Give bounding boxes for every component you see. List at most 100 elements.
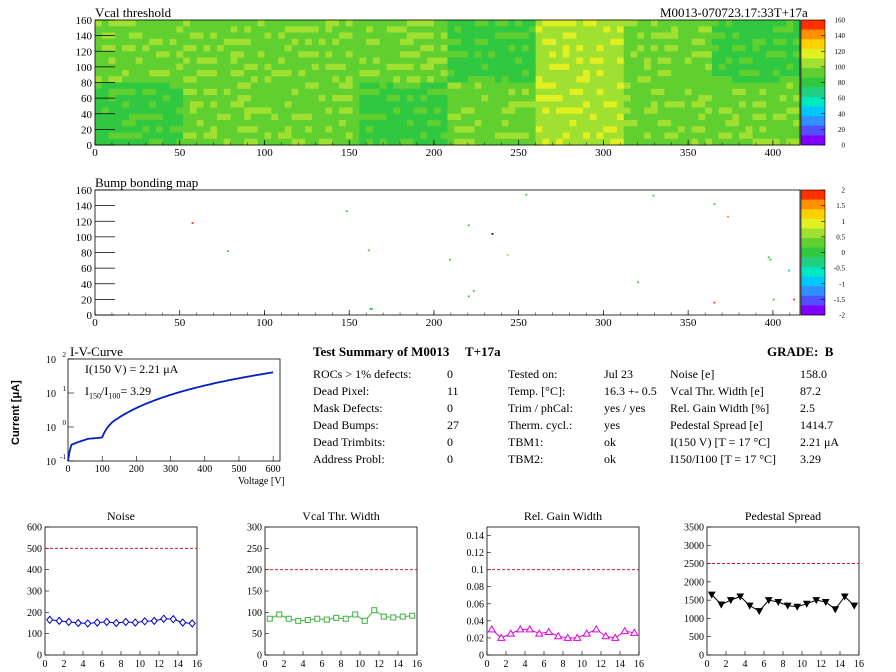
- map-cell: [440, 120, 448, 127]
- map-cell: [101, 20, 109, 27]
- map-cell: [515, 20, 523, 27]
- map-cell: [372, 26, 381, 33]
- map-cell: [101, 82, 109, 90]
- map-cell: [610, 45, 618, 52]
- map-cell: [386, 38, 394, 46]
- map-cell: [732, 126, 740, 133]
- map-cell: [481, 95, 489, 102]
- map-cell: [488, 88, 496, 96]
- map-cell: [278, 95, 286, 102]
- map-cell: [318, 51, 326, 58]
- map-cell: [413, 20, 421, 27]
- map-cell: [786, 51, 794, 58]
- map-cell: [244, 107, 252, 115]
- map-cell: [623, 113, 631, 121]
- map-cell: [549, 95, 557, 102]
- map-cell: [528, 126, 537, 133]
- map-cell: [298, 82, 306, 90]
- map-cell: [311, 132, 320, 140]
- map-cell: [576, 132, 584, 140]
- map-cell: [162, 76, 170, 83]
- map-cell: [549, 120, 557, 127]
- map-cell: [400, 70, 408, 77]
- map-cell: [223, 113, 231, 121]
- map-cell: [128, 113, 137, 121]
- map-cell: [454, 82, 462, 90]
- map-cell: [271, 120, 279, 127]
- map-cell: [115, 88, 123, 96]
- map-cell: [664, 132, 672, 140]
- map-cell: [169, 101, 177, 108]
- map-cell: [311, 45, 320, 52]
- map-cell: [244, 95, 252, 102]
- map-cell: [250, 76, 259, 83]
- map-cell: [623, 126, 631, 133]
- palette-swatch: [801, 305, 825, 316]
- map-cell: [644, 95, 652, 102]
- map-cell: [264, 113, 272, 121]
- map-cell: [122, 88, 130, 96]
- map-cell: [725, 20, 733, 27]
- map-cell: [508, 120, 516, 127]
- summary-value: 2.5: [800, 401, 815, 415]
- map-cell: [461, 82, 469, 90]
- map-cell: [515, 120, 523, 127]
- map-cell: [705, 70, 713, 77]
- map-cell: [244, 88, 252, 96]
- map-cell: [562, 82, 570, 90]
- map-cell: [677, 82, 686, 90]
- map-cell: [467, 88, 476, 96]
- map-cell: [474, 82, 482, 90]
- map-cell: [786, 70, 794, 77]
- map-cell: [135, 120, 143, 127]
- map-cell: [264, 45, 272, 52]
- dead-bump-point: [371, 307, 374, 310]
- map-cell: [488, 126, 496, 133]
- map-cell: [549, 132, 557, 140]
- map-cell: [250, 70, 259, 77]
- map-cell: [433, 101, 442, 108]
- map-cell: [372, 32, 381, 40]
- map-cell: [596, 113, 604, 121]
- palette-swatch: [801, 106, 825, 117]
- map-cell: [589, 126, 598, 133]
- map-xtick-label: 100: [256, 317, 273, 329]
- map-cell: [644, 113, 652, 121]
- map-cell: [515, 95, 523, 102]
- map-cell: [230, 101, 238, 108]
- map-cell: [705, 51, 713, 58]
- map-cell: [738, 57, 747, 65]
- map-cell: [244, 63, 252, 71]
- map-cell: [284, 101, 292, 108]
- map-cell: [156, 88, 164, 96]
- map-cell: [291, 132, 299, 140]
- map-cell: [339, 107, 347, 115]
- map-cell: [461, 101, 469, 108]
- map-cell: [339, 88, 347, 96]
- map-cell: [650, 63, 659, 71]
- map-cell: [189, 120, 198, 127]
- map-cell: [230, 32, 238, 40]
- map-cell: [162, 138, 170, 146]
- map-cell: [738, 70, 747, 77]
- map-cell: [230, 138, 238, 146]
- palette-swatch: [801, 96, 825, 107]
- map-cell: [203, 101, 211, 108]
- small-ytick-label: 1500: [684, 596, 704, 607]
- map-cell: [583, 113, 591, 121]
- map-cell: [576, 38, 584, 46]
- map-cell: [467, 113, 476, 121]
- map-cell: [637, 101, 645, 108]
- map-cell: [393, 20, 401, 27]
- map-cell: [447, 138, 455, 146]
- map-cell: [766, 138, 774, 146]
- map-cell: [576, 120, 584, 127]
- map-cell: [745, 26, 753, 33]
- map-cell: [705, 107, 713, 115]
- palette-swatch: [801, 228, 825, 239]
- small-ytick-label: 300: [247, 523, 262, 534]
- map-cell: [691, 76, 699, 83]
- map-cell: [95, 26, 103, 33]
- map-cell: [467, 57, 476, 65]
- map-cell: [257, 126, 265, 133]
